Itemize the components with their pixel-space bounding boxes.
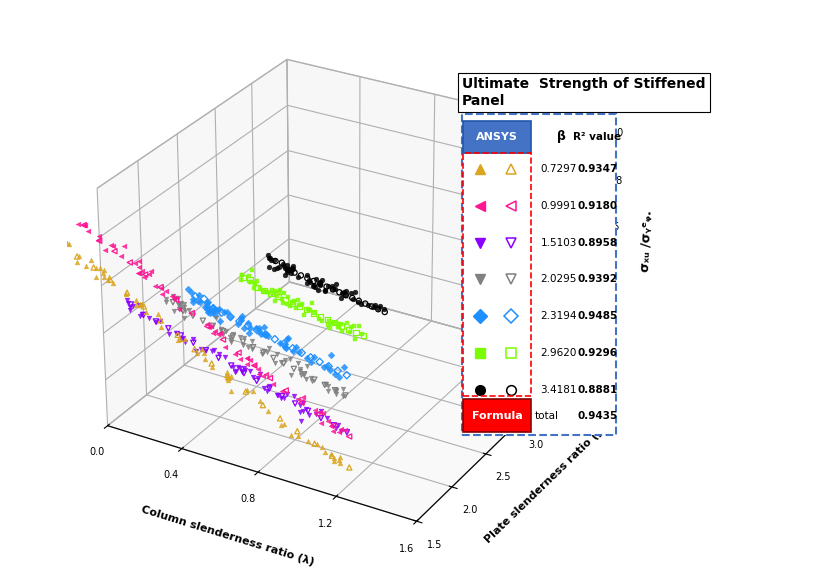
Bar <box>463 399 531 431</box>
Text: total: total <box>534 411 558 420</box>
Y-axis label: Plate slenderness ratio (β): Plate slenderness ratio (β) <box>483 422 609 545</box>
Text: 0.8958: 0.8958 <box>577 237 617 248</box>
Text: 3.4181: 3.4181 <box>541 385 577 395</box>
Text: 0.9991: 0.9991 <box>541 201 577 210</box>
Text: 2.0295: 2.0295 <box>541 275 577 284</box>
Text: 0.9296: 0.9296 <box>577 348 617 358</box>
Text: 2.9620: 2.9620 <box>541 348 577 358</box>
Text: ANSYS: ANSYS <box>476 132 518 142</box>
Text: Formula: Formula <box>472 411 522 420</box>
Text: Ultimate  Strength of Stiffened
Panel: Ultimate Strength of Stiffened Panel <box>462 77 706 108</box>
Text: 0.9347: 0.9347 <box>577 164 617 174</box>
Text: 0.9435: 0.9435 <box>577 411 617 420</box>
Text: 0.9485: 0.9485 <box>577 311 617 321</box>
Bar <box>463 153 531 396</box>
Text: 0.9180: 0.9180 <box>577 201 617 210</box>
X-axis label: Column slenderness ratio (λ): Column slenderness ratio (λ) <box>141 505 315 568</box>
Text: 1.5103: 1.5103 <box>541 237 577 248</box>
Text: 2.3194: 2.3194 <box>541 311 577 321</box>
Bar <box>463 121 531 153</box>
Text: 0.8881: 0.8881 <box>577 385 617 395</box>
Text: R² value: R² value <box>573 132 622 142</box>
Text: 0.9392: 0.9392 <box>577 275 617 284</box>
Text: 0.7297: 0.7297 <box>541 164 577 174</box>
Text: β: β <box>557 130 567 144</box>
